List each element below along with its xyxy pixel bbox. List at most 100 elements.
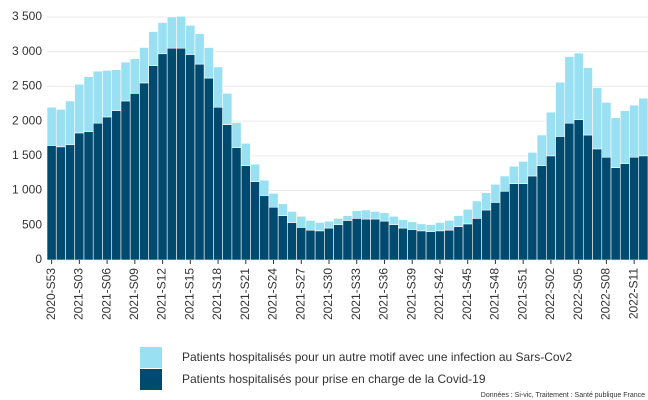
x-tick-label: 2022-S05 — [571, 268, 585, 320]
bar-segment — [601, 156, 612, 261]
x-tick-label: 2021-S45 — [460, 268, 474, 320]
x-tick-label: 2021-S12 — [155, 268, 169, 320]
bar-segment — [185, 54, 196, 261]
bar-segment — [111, 69, 122, 111]
x-tick-label: 2021-S39 — [404, 268, 418, 320]
bar-segment — [490, 202, 501, 261]
bar-segment — [425, 224, 436, 232]
legend-swatch — [140, 369, 162, 390]
x-tick-label: 2021-S51 — [515, 268, 529, 320]
bar-segment — [342, 215, 353, 221]
bar-segment — [240, 143, 251, 166]
bar-segment — [592, 87, 603, 150]
bar-segment — [65, 100, 76, 146]
bar-segment — [129, 58, 140, 94]
bar-segment — [564, 122, 575, 261]
bar-segment — [435, 222, 445, 232]
bar-segment — [545, 111, 556, 157]
x-tick-label: 2021-S24 — [266, 268, 280, 320]
bar-segment — [268, 193, 279, 208]
bar-segment — [240, 165, 251, 261]
bar-segment — [203, 47, 214, 79]
y-tick-label: 1 500 — [12, 148, 42, 162]
bar-segment — [296, 227, 307, 261]
bar-segment — [444, 220, 455, 231]
bar-segment — [601, 102, 612, 158]
bar-segment — [527, 175, 538, 261]
y-tick-label: 2 500 — [12, 79, 42, 93]
bar-segment — [351, 218, 362, 261]
bar-segment — [499, 175, 510, 192]
bar-segment — [102, 70, 113, 118]
bar-segment — [638, 155, 648, 261]
bar-segment — [55, 109, 66, 148]
bar-segment — [453, 226, 464, 261]
y-tick-label: 1 000 — [12, 183, 42, 197]
bar-segment — [555, 136, 566, 261]
bar-segment — [333, 224, 344, 261]
x-tick-label: 2021-S03 — [72, 268, 86, 320]
bar-segment — [111, 110, 122, 261]
bar-segment — [582, 134, 593, 261]
bar-segment — [462, 209, 473, 225]
bar-segment — [361, 209, 371, 220]
bar-segment — [509, 183, 519, 261]
x-tick-label: 2021-S30 — [321, 268, 335, 320]
bar-segment — [361, 218, 371, 261]
bar-segment — [619, 163, 630, 261]
legend-label: Patients hospitalisés pour un autre moti… — [182, 350, 573, 364]
bar-segment — [536, 165, 547, 261]
bar-segment — [638, 97, 648, 157]
x-tick-label: 2022-S11 — [626, 268, 640, 319]
bar-segment — [555, 81, 566, 137]
bar-segment — [481, 192, 492, 211]
bar-segment — [462, 223, 473, 261]
bar-segment — [259, 179, 270, 196]
bar-segment — [231, 147, 242, 261]
bar-segment — [388, 224, 399, 261]
bar-segment — [305, 220, 316, 231]
bar-segment — [231, 122, 242, 148]
bar-segment — [536, 134, 547, 166]
bar-segment — [139, 82, 150, 261]
bar-segment — [250, 181, 260, 261]
bar-segment — [619, 110, 630, 164]
legend-label: Patients hospitalisés pour prise en char… — [182, 372, 486, 386]
x-tick-label: 2021-S48 — [488, 268, 502, 320]
x-tick-label: 2021-S18 — [210, 268, 224, 320]
bar-segment — [499, 190, 510, 261]
bar-segment — [629, 104, 640, 158]
bar-segment — [629, 156, 640, 261]
bar-segment — [92, 122, 103, 261]
bar-segment — [324, 220, 334, 229]
bar-segment — [213, 106, 223, 261]
y-tick-label: 0 — [35, 252, 42, 266]
bar-segment — [148, 65, 159, 261]
bar-segment — [518, 161, 529, 184]
x-tick-label: 2021-S42 — [432, 268, 446, 320]
bar-segment — [388, 215, 399, 225]
bar-segment — [314, 222, 325, 232]
bar-segment — [472, 218, 482, 261]
bar-segment — [277, 215, 288, 261]
bar-segment — [351, 210, 362, 219]
bar-segment — [55, 146, 66, 261]
bar-segment — [176, 15, 186, 49]
bar-segment — [259, 195, 270, 261]
bar-segment — [610, 167, 621, 261]
bar-segment — [416, 230, 427, 261]
bar-segment — [610, 117, 621, 168]
bar-segment — [166, 47, 177, 261]
bar-segment — [287, 222, 297, 261]
bar-segment — [342, 220, 353, 261]
x-tick-label: 2021-S27 — [293, 268, 307, 320]
bar-segment — [527, 152, 538, 177]
bar-segment — [453, 215, 464, 227]
bar-segment — [518, 183, 529, 261]
bar-segment — [582, 67, 593, 136]
bar-segment — [472, 200, 482, 219]
bar-segment — [268, 206, 279, 261]
x-tick-label: 2021-S33 — [349, 268, 363, 320]
x-tick-label: 2022-S08 — [599, 268, 613, 320]
